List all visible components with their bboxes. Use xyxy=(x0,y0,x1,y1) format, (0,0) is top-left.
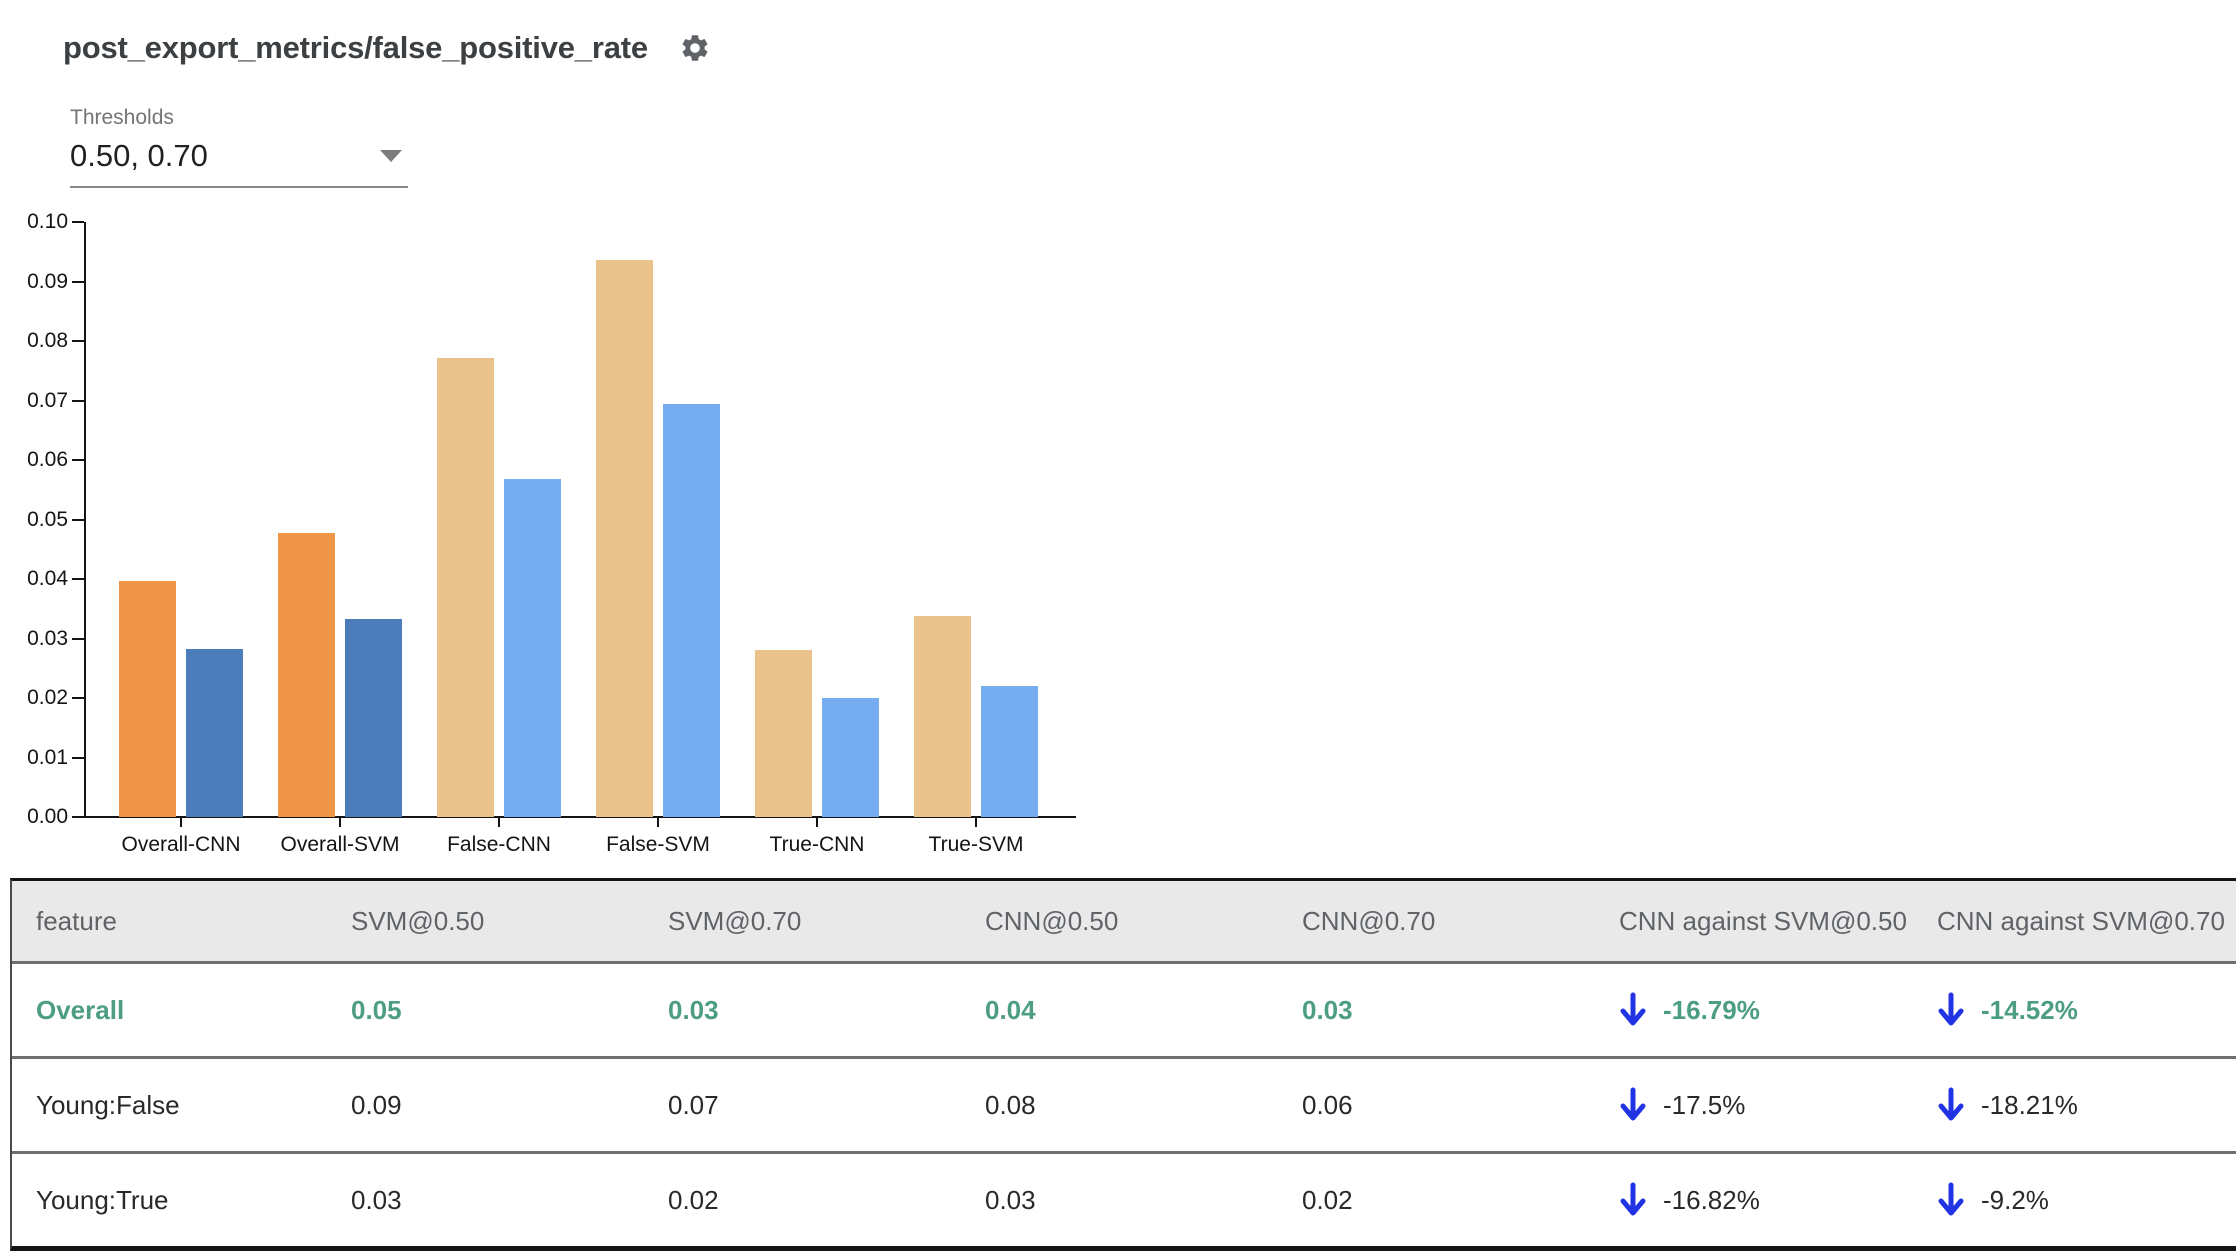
y-tick-label: 0.01 xyxy=(27,745,68,769)
y-tick-label: 0.06 xyxy=(27,448,68,471)
delta-value: -18.21% xyxy=(1981,1089,2078,1120)
x-label-False-SVM: False-SVM xyxy=(606,833,710,856)
y-tick-label: 0.02 xyxy=(27,686,68,709)
column-header-cnn050: CNN@0.50 xyxy=(985,905,1119,936)
thresholds-label: Thresholds xyxy=(70,106,174,129)
y-tick-mark xyxy=(72,399,84,402)
delta-value: -16.82% xyxy=(1663,1184,1760,1215)
table-row-young-true: Young:True 0.03 0.02 0.03 0.02 -16.82% -… xyxy=(12,1151,2236,1246)
column-header-svm050: SVM@0.50 xyxy=(351,905,485,936)
down-arrow-icon xyxy=(1938,1182,1964,1216)
settings-gear-icon[interactable] xyxy=(678,31,712,65)
column-header-cnn-against-svm050: CNN against SVM@0.50 xyxy=(1619,905,1907,936)
down-arrow-icon xyxy=(1938,1087,1964,1121)
delta-value: -9.2% xyxy=(1981,1184,2049,1215)
bar-False-SVM-threshold-0.50[interactable] xyxy=(596,260,653,817)
bar-Overall-CNN-threshold-0.50[interactable] xyxy=(119,580,176,817)
bar-True-SVM-threshold-0.50[interactable] xyxy=(914,616,971,817)
bar-False-CNN-threshold-0.50[interactable] xyxy=(437,357,494,817)
y-tick-mark xyxy=(72,637,84,640)
y-tick-label: 0.04 xyxy=(27,567,68,590)
column-header-cnn-against-svm070: CNN against SVM@0.70 xyxy=(1937,905,2225,936)
bar-False-CNN-threshold-0.70[interactable] xyxy=(504,479,561,817)
metric-value: 0.02 xyxy=(668,1184,719,1215)
delta-value: -16.79% xyxy=(1663,994,1760,1025)
table-row-young-false: Young:False 0.09 0.07 0.08 0.06 -17.5% -… xyxy=(12,1056,2236,1151)
bar-True-CNN-threshold-0.50[interactable] xyxy=(755,650,812,817)
bar-Overall-CNN-threshold-0.70[interactable] xyxy=(186,649,243,817)
y-tick-label: 0.09 xyxy=(27,269,68,293)
bar-True-CNN-threshold-0.70[interactable] xyxy=(822,698,879,817)
y-tick-mark xyxy=(72,756,84,759)
chevron-down-icon[interactable] xyxy=(380,150,402,162)
y-tick-label: 0.10 xyxy=(27,210,68,233)
title-row: post_export_metrics/false_positive_rate xyxy=(63,30,712,66)
delta-value: -14.52% xyxy=(1981,994,2078,1025)
y-tick-mark xyxy=(72,518,84,521)
x-axis-line xyxy=(84,816,1076,818)
delta-value: -17.5% xyxy=(1663,1089,1746,1120)
y-tick-mark xyxy=(72,459,84,461)
x-label-Overall-SVM: Overall-SVM xyxy=(280,833,400,856)
metric-value: 0.04 xyxy=(985,994,1036,1025)
thresholds-value: 0.50, 0.70 xyxy=(70,138,208,173)
x-label-True-SVM: True-SVM xyxy=(928,833,1024,856)
x-tick-mark xyxy=(657,817,659,827)
x-label-Overall-CNN: Overall-CNN xyxy=(121,833,241,856)
column-header-cnn070: CNN@0.70 xyxy=(1302,905,1436,936)
metric-value: 0.08 xyxy=(985,1089,1036,1120)
x-tick-mark xyxy=(975,817,977,827)
y-tick-mark xyxy=(72,578,84,580)
y-axis-line xyxy=(84,222,86,817)
x-tick-mark xyxy=(180,817,182,827)
x-tick-mark xyxy=(339,817,341,827)
y-tick-mark xyxy=(72,697,84,699)
column-header-feature: feature xyxy=(36,905,117,936)
metric-value: 0.05 xyxy=(351,994,402,1025)
y-tick-label: 0.05 xyxy=(27,507,68,531)
y-tick-mark xyxy=(72,221,84,223)
table-header-row: feature SVM@0.50 SVM@0.70 CNN@0.50 CNN@0… xyxy=(12,881,2236,961)
metric-value: 0.03 xyxy=(351,1184,402,1215)
metric-value: 0.09 xyxy=(351,1089,402,1120)
table-row-overall: Overall 0.05 0.03 0.04 0.03 -16.79% -14.… xyxy=(12,961,2236,1056)
y-tick-label: 0.00 xyxy=(27,805,68,828)
feature-label: Young:True xyxy=(36,1184,169,1215)
x-label-True-CNN: True-CNN xyxy=(769,833,865,856)
y-tick-label: 0.03 xyxy=(27,626,68,650)
down-arrow-icon xyxy=(1620,1182,1646,1216)
thresholds-dropdown[interactable]: Thresholds 0.50, 0.70 xyxy=(70,106,408,188)
y-tick-mark xyxy=(72,816,84,818)
y-tick-label: 0.07 xyxy=(27,388,68,412)
bar-Overall-SVM-threshold-0.70[interactable] xyxy=(345,619,402,817)
x-tick-mark xyxy=(498,817,500,827)
metric-value: 0.03 xyxy=(668,994,719,1025)
metric-value: 0.06 xyxy=(1302,1089,1353,1120)
x-tick-mark xyxy=(816,817,818,827)
x-label-False-CNN: False-CNN xyxy=(447,833,551,856)
bar-True-SVM-threshold-0.70[interactable] xyxy=(981,686,1038,817)
feature-label: Overall xyxy=(36,994,125,1025)
page-title: post_export_metrics/false_positive_rate xyxy=(63,30,648,65)
metric-value: 0.03 xyxy=(1302,994,1353,1025)
metric-value: 0.03 xyxy=(985,1184,1036,1215)
y-tick-mark xyxy=(72,280,84,283)
down-arrow-icon xyxy=(1620,1087,1646,1121)
y-tick-label: 0.08 xyxy=(27,329,68,352)
metrics-table: feature SVM@0.50 SVM@0.70 CNN@0.50 CNN@0… xyxy=(10,878,2236,1251)
down-arrow-icon xyxy=(1620,992,1646,1026)
bar-Overall-SVM-threshold-0.50[interactable] xyxy=(278,533,335,817)
down-arrow-icon xyxy=(1938,992,1964,1026)
metric-value: 0.02 xyxy=(1302,1184,1353,1215)
y-tick-mark xyxy=(72,340,84,342)
column-header-svm070: SVM@0.70 xyxy=(668,905,802,936)
bar-False-SVM-threshold-0.70[interactable] xyxy=(663,404,720,817)
metric-value: 0.07 xyxy=(668,1089,719,1120)
feature-label: Young:False xyxy=(36,1089,180,1120)
